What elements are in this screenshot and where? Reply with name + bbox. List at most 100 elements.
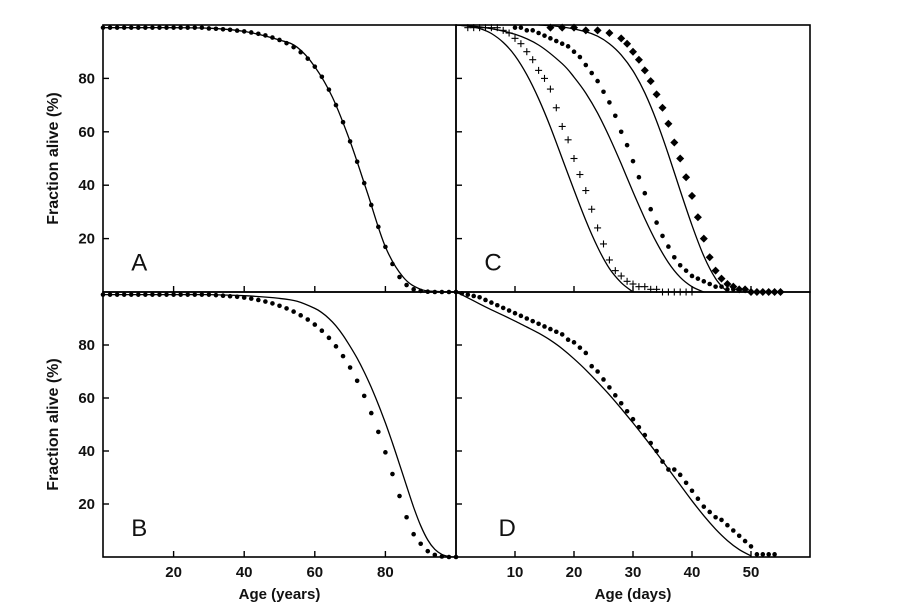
data-point (477, 295, 482, 300)
y-tick-label: 40 (78, 443, 95, 460)
data-point-diamond (658, 103, 667, 112)
data-point-plus (523, 48, 531, 56)
data-point (418, 541, 424, 547)
data-point (707, 281, 712, 287)
data-point (760, 552, 766, 557)
y-tick-label: 80 (78, 337, 95, 354)
data-point (432, 552, 438, 558)
data-point (689, 488, 695, 494)
data-point-plus (570, 155, 578, 162)
y-tick-label: 20 (78, 231, 95, 248)
data-point (701, 504, 707, 509)
data-point-diamond (640, 66, 649, 75)
data-point (630, 158, 636, 164)
data-point (589, 70, 594, 76)
panel-frame (102, 291, 457, 558)
y-axis-title: Fraction alive (%) (45, 358, 62, 490)
data-point (736, 533, 742, 539)
fit-curve (538, 24, 728, 293)
panel-b: 20 40 60 80 20 40 60 80 Fraction alive (%) Age (y… (45, 291, 459, 603)
x-tick-label: 20 (165, 564, 182, 581)
data-point-diamond (676, 154, 685, 163)
data-point (660, 233, 665, 239)
data-point-diamond (670, 138, 679, 147)
data-point (404, 514, 409, 520)
data-point (471, 293, 477, 299)
data-point (677, 263, 683, 268)
data-point-plus (600, 240, 607, 248)
data-point (333, 344, 339, 349)
data-point-diamond (646, 77, 655, 86)
data-point-diamond (617, 34, 626, 43)
data-point (548, 36, 553, 41)
data-point (500, 305, 506, 311)
data-point (613, 393, 618, 398)
data-point (397, 274, 402, 280)
data-point (559, 332, 565, 337)
data-point (263, 299, 268, 304)
data-point (731, 528, 736, 533)
data-point (312, 322, 318, 327)
data-point-diamond (623, 39, 632, 48)
data-point (298, 313, 303, 318)
data-point (361, 393, 367, 399)
panel-d: 10 20 30 40 50 Age (days) D (453, 289, 811, 603)
data-point (695, 276, 701, 281)
data-point-plus (546, 85, 554, 93)
data-point (571, 340, 577, 345)
data-point-plus (541, 74, 548, 82)
data-point (530, 318, 535, 324)
data-point-diamond (688, 191, 696, 200)
data-point (725, 522, 730, 528)
y-tick-label: 20 (78, 496, 95, 513)
data-point (347, 365, 353, 370)
data-point (772, 552, 777, 557)
data-point (512, 25, 518, 30)
data-point (411, 287, 416, 292)
data-point (542, 324, 547, 329)
data-point (583, 62, 589, 68)
data-point-plus (535, 66, 543, 74)
data-point (397, 493, 402, 499)
x-tick-label: 40 (236, 564, 253, 581)
data-point (536, 30, 541, 36)
data-point-plus (611, 267, 619, 275)
x-tick-label: 20 (566, 564, 583, 581)
panel-letter: D (498, 515, 515, 542)
data-point (713, 514, 718, 520)
data-point (376, 429, 381, 435)
data-point (636, 174, 642, 180)
data-point (270, 301, 275, 306)
panel-frame (102, 24, 457, 293)
data-point-plus (558, 122, 566, 130)
panel-letter: A (131, 250, 147, 277)
data-point (340, 353, 346, 359)
data-point (683, 480, 689, 486)
data-point (354, 378, 360, 384)
fit-curve (455, 24, 634, 293)
data-point (248, 296, 254, 301)
data-point-plus (594, 224, 602, 232)
data-point-plus (582, 187, 590, 195)
data-point (754, 552, 760, 557)
data-point (404, 282, 409, 288)
data-point (483, 297, 488, 303)
fit-curve (103, 293, 457, 558)
data-point (677, 472, 683, 478)
data-point-diamond (717, 274, 726, 283)
panel-frame (455, 24, 811, 293)
data-point (542, 33, 547, 38)
data-point (326, 335, 332, 341)
data-point-plus (564, 136, 572, 144)
x-tick-label: 10 (507, 564, 524, 581)
data-point (565, 337, 571, 343)
data-point-plus (576, 171, 584, 179)
x-tick-label: 40 (684, 564, 701, 581)
data-point (719, 517, 724, 523)
data-point-diamond (634, 55, 643, 64)
data-point-diamond (711, 266, 720, 275)
y-axis-title: Fraction alive (%) (45, 92, 62, 224)
data-point-plus (511, 34, 519, 42)
x-tick-label: 30 (625, 564, 642, 581)
